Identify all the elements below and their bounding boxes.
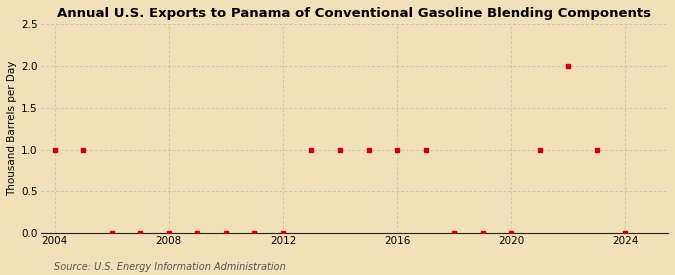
Y-axis label: Thousand Barrels per Day: Thousand Barrels per Day (7, 61, 17, 196)
Text: Source: U.S. Energy Information Administration: Source: U.S. Energy Information Administ… (54, 262, 286, 272)
Title: Annual U.S. Exports to Panama of Conventional Gasoline Blending Components: Annual U.S. Exports to Panama of Convent… (57, 7, 651, 20)
